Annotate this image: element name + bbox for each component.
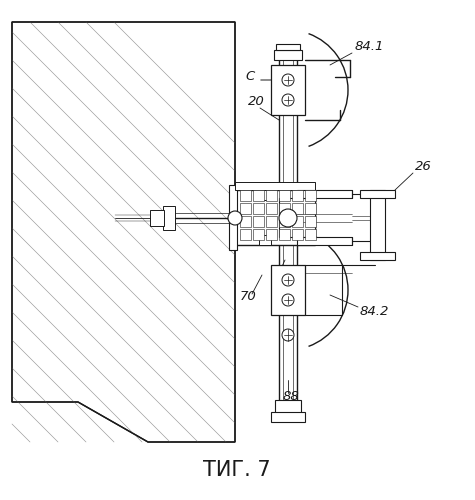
Bar [279,203,290,214]
Bar [292,229,303,240]
Bar [305,190,316,201]
Circle shape [282,294,294,306]
Bar [253,190,264,201]
Bar [292,190,303,201]
Bar [276,44,300,50]
Bar [266,190,277,201]
Bar [259,190,271,200]
Bar [305,216,316,227]
Circle shape [282,329,294,341]
Bar [271,65,305,115]
Bar [279,190,290,201]
Circle shape [282,74,294,86]
Bar [240,216,251,227]
Bar [235,190,315,245]
Bar [292,203,303,214]
Text: 88: 88 [283,390,300,403]
Text: 84.1: 84.1 [355,40,384,53]
Text: 84.2: 84.2 [360,305,390,318]
Bar [274,50,302,60]
Text: 20: 20 [248,95,265,108]
Bar [235,182,315,190]
Bar [253,216,264,227]
Text: 26: 26 [415,160,432,173]
Bar [240,229,251,240]
Bar [240,190,251,201]
Bar [271,412,305,422]
Bar [271,265,305,315]
Bar [360,190,395,198]
Circle shape [279,209,297,227]
Bar [305,203,316,214]
Bar [360,252,395,260]
Bar [253,203,264,214]
Bar [279,229,290,240]
Circle shape [282,274,294,286]
Bar [305,229,316,240]
Bar [292,216,303,227]
Polygon shape [12,22,235,442]
Text: ΤИГ. 7: ΤИГ. 7 [203,460,271,480]
Bar [229,185,237,250]
Text: C: C [245,70,254,83]
Bar [297,237,352,245]
Text: 70: 70 [240,290,257,303]
Bar [266,203,277,214]
Circle shape [228,211,242,225]
Bar [253,229,264,240]
Bar [163,206,175,230]
Bar [240,203,251,214]
Bar [279,216,290,227]
Bar [297,190,352,198]
Bar [266,229,277,240]
Circle shape [282,94,294,106]
Bar [279,198,315,237]
Text: 16: 16 [270,270,287,283]
Bar [275,400,301,414]
Bar [150,210,164,226]
Bar [259,235,271,245]
Bar [266,216,277,227]
Bar [370,190,385,260]
